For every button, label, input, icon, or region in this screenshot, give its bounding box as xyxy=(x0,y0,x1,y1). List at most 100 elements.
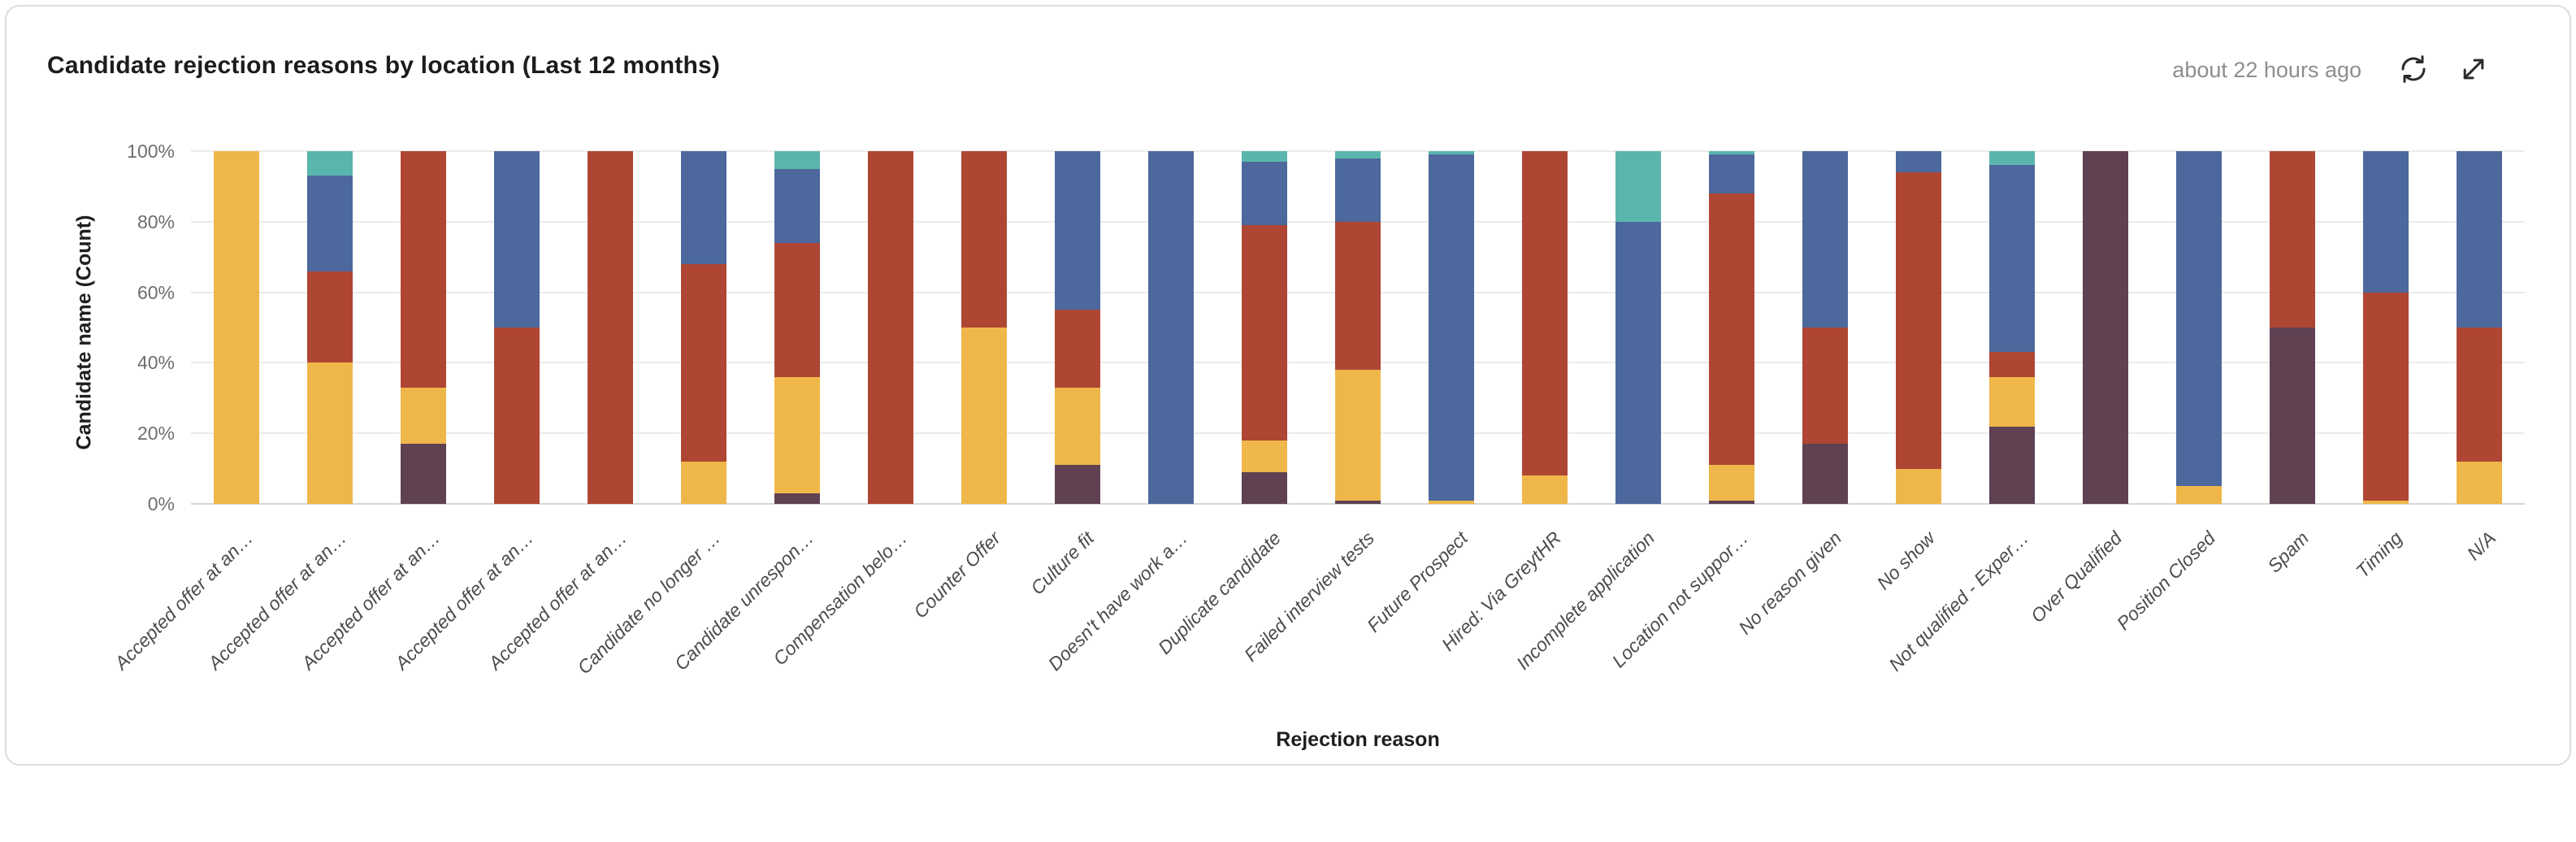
bar-segment-amber[interactable] xyxy=(1335,370,1381,501)
bar-segment-amber[interactable] xyxy=(774,377,820,493)
bar[interactable] xyxy=(1242,151,1287,504)
bar-segment-red[interactable] xyxy=(774,243,820,377)
bar-segment-red[interactable] xyxy=(868,151,913,504)
bar-segment-maroon[interactable] xyxy=(774,493,820,504)
bar-segment-maroon[interactable] xyxy=(401,444,446,504)
bar-segment-red[interactable] xyxy=(681,264,726,462)
bar-segment-maroon[interactable] xyxy=(2083,151,2128,504)
y-tick-label: 100% xyxy=(53,139,175,163)
bar[interactable] xyxy=(2457,151,2502,504)
bar[interactable] xyxy=(1055,151,1100,504)
bar-segment-blue[interactable] xyxy=(1055,151,1100,310)
bar-segment-blue[interactable] xyxy=(681,151,726,264)
bar[interactable] xyxy=(1615,151,1661,504)
bar[interactable] xyxy=(1335,151,1381,504)
bar[interactable] xyxy=(494,151,540,504)
bar-segment-maroon[interactable] xyxy=(1709,501,1754,504)
bar-segment-blue[interactable] xyxy=(1709,154,1754,193)
bar[interactable] xyxy=(401,151,446,504)
bar-segment-teal[interactable] xyxy=(774,151,820,169)
bar[interactable] xyxy=(307,151,353,504)
bar-segment-amber[interactable] xyxy=(214,151,259,504)
bar[interactable] xyxy=(1802,151,1848,504)
bar-segment-red[interactable] xyxy=(2270,151,2315,328)
bar[interactable] xyxy=(1522,151,1568,504)
bar-segment-teal[interactable] xyxy=(307,151,353,176)
bar-segment-teal[interactable] xyxy=(1429,151,1474,154)
bar-segment-maroon[interactable] xyxy=(2270,328,2315,504)
bar-segment-teal[interactable] xyxy=(1335,151,1381,158)
bar-segment-amber[interactable] xyxy=(961,328,1007,504)
bar-segment-red[interactable] xyxy=(1335,222,1381,370)
bar-segment-amber[interactable] xyxy=(1429,501,1474,504)
bar[interactable] xyxy=(2270,151,2315,504)
bar[interactable] xyxy=(1709,151,1754,504)
bar-segment-blue[interactable] xyxy=(307,176,353,271)
bar-segment-maroon[interactable] xyxy=(1055,465,1100,504)
bar[interactable] xyxy=(2176,151,2222,504)
bar[interactable] xyxy=(2363,151,2409,504)
bar-segment-blue[interactable] xyxy=(1429,154,1474,500)
bar-segment-maroon[interactable] xyxy=(1989,427,2035,504)
bar-segment-red[interactable] xyxy=(1802,328,1848,444)
bar[interactable] xyxy=(1429,151,1474,504)
bar-segment-red[interactable] xyxy=(1896,172,1941,469)
bar[interactable] xyxy=(1896,151,1941,504)
bar-segment-amber[interactable] xyxy=(1522,475,1568,504)
bar[interactable] xyxy=(681,151,726,504)
y-tick-label: 60% xyxy=(53,280,175,305)
bar-segment-red[interactable] xyxy=(2363,293,2409,501)
bar-segment-blue[interactable] xyxy=(2457,151,2502,328)
bar-segment-red[interactable] xyxy=(1055,310,1100,387)
bar-segment-amber[interactable] xyxy=(1709,465,1754,500)
bar-segment-teal[interactable] xyxy=(1242,151,1287,162)
bar-segment-blue[interactable] xyxy=(2176,151,2222,486)
bar-segment-maroon[interactable] xyxy=(1242,472,1287,504)
bar-segment-amber[interactable] xyxy=(2457,462,2502,504)
bar-segment-red[interactable] xyxy=(961,151,1007,328)
bar-segment-amber[interactable] xyxy=(681,462,726,504)
bar-segment-amber[interactable] xyxy=(2176,486,2222,504)
bar-segment-red[interactable] xyxy=(494,328,540,504)
bar-segment-red[interactable] xyxy=(588,151,633,504)
bar[interactable] xyxy=(588,151,633,504)
bar-segment-blue[interactable] xyxy=(1802,151,1848,328)
bar[interactable] xyxy=(2083,151,2128,504)
bar-segment-red[interactable] xyxy=(2457,328,2502,462)
bar[interactable] xyxy=(1148,151,1194,504)
bar-segment-blue[interactable] xyxy=(2363,151,2409,293)
bar-segment-blue[interactable] xyxy=(494,151,540,328)
bar-segment-amber[interactable] xyxy=(401,388,446,444)
y-tick-label: 40% xyxy=(53,350,175,375)
bar[interactable] xyxy=(214,151,259,504)
bar-segment-amber[interactable] xyxy=(1896,469,1941,504)
bar-segment-blue[interactable] xyxy=(1989,165,2035,352)
bar[interactable] xyxy=(774,151,820,504)
bar-segment-red[interactable] xyxy=(1522,151,1568,475)
bar-segment-blue[interactable] xyxy=(774,169,820,243)
bar-segment-amber[interactable] xyxy=(307,362,353,504)
bar-segment-blue[interactable] xyxy=(1148,151,1194,504)
bar-segment-teal[interactable] xyxy=(1989,151,2035,165)
bar-segment-red[interactable] xyxy=(307,271,353,363)
bar-segment-teal[interactable] xyxy=(1615,151,1661,222)
bar-segment-blue[interactable] xyxy=(1615,222,1661,504)
bar-segment-amber[interactable] xyxy=(1989,377,2035,427)
bar-segment-blue[interactable] xyxy=(1335,158,1381,222)
bar-segment-maroon[interactable] xyxy=(1802,444,1848,504)
bar-segment-blue[interactable] xyxy=(1896,151,1941,172)
bar[interactable] xyxy=(868,151,913,504)
bar-segment-red[interactable] xyxy=(1709,193,1754,465)
bar-segment-red[interactable] xyxy=(401,151,446,388)
bar[interactable] xyxy=(1989,151,2035,504)
bar-segment-maroon[interactable] xyxy=(1335,501,1381,504)
bar-segment-red[interactable] xyxy=(1989,352,2035,376)
bar[interactable] xyxy=(961,151,1007,504)
bar-segment-teal[interactable] xyxy=(1709,151,1754,154)
chart-card: Candidate rejection reasons by location … xyxy=(5,5,2571,766)
bar-segment-amber[interactable] xyxy=(1055,388,1100,465)
bar-segment-red[interactable] xyxy=(1242,225,1287,441)
bar-segment-amber[interactable] xyxy=(2363,501,2409,504)
bar-segment-blue[interactable] xyxy=(1242,162,1287,225)
bar-segment-amber[interactable] xyxy=(1242,441,1287,472)
